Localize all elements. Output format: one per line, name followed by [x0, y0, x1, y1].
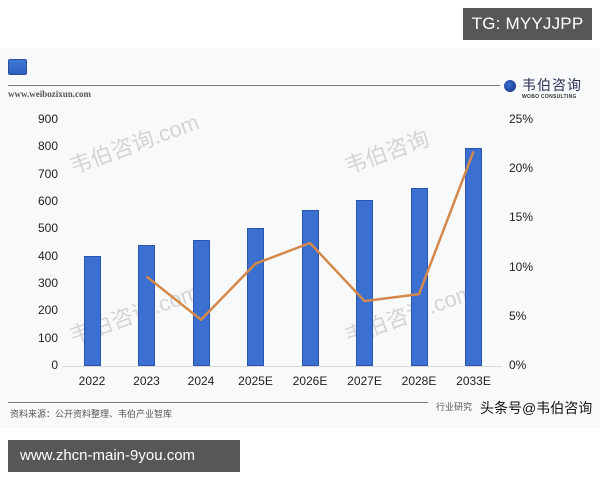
bar-2023 — [138, 244, 155, 366]
x-tick: 2026E — [292, 374, 328, 388]
y-left-tick: 200 — [37, 303, 58, 318]
y-right-tick: 5% — [509, 308, 527, 323]
bar-2024 — [192, 239, 210, 366]
bar-2033E — [465, 147, 482, 366]
header-divider — [8, 85, 500, 86]
y-right-tick: 20% — [509, 161, 534, 176]
toutiao-watermark: 头条号@韦伯咨询 — [480, 400, 593, 416]
x-tick: 2024 — [187, 374, 215, 388]
site-url-text: www.weibozixun.com — [8, 89, 91, 99]
footer-right-text: 行业研究 — [436, 402, 473, 412]
x-axis-baseline — [62, 366, 502, 367]
y-left-tick: 800 — [37, 139, 58, 154]
source-text: 资料来源：公开资料整理、韦伯产业智库 — [10, 409, 173, 419]
y-left-tick: 700 — [37, 166, 58, 181]
y-right-tick: 15% — [509, 210, 534, 225]
logo-orb-icon — [504, 80, 516, 92]
bar-2022 — [83, 255, 101, 366]
x-tick: 2023 — [133, 374, 160, 388]
x-tick: 2022 — [78, 374, 106, 388]
bar-2028E — [410, 187, 428, 366]
tg-badge: TG: MYYJJPP — [463, 8, 592, 40]
x-tick: 2033E — [456, 374, 491, 388]
footer-divider — [8, 402, 428, 403]
y-left-tick: 300 — [37, 276, 58, 290]
brand-logo: 韦伯咨询 WOBO CONSULTING — [504, 75, 596, 103]
x-tick: 2025E — [238, 374, 273, 388]
url-badge: www.zhcn-main-9you.com — [8, 440, 240, 472]
y-right-tick: 0% — [509, 358, 527, 372]
x-tick: 2027E — [347, 374, 382, 388]
logo-en-text: WOBO CONSULTING — [522, 94, 577, 100]
logo-cn-text: 韦伯咨询 — [522, 79, 582, 94]
y-left-tick: 500 — [37, 221, 58, 236]
legend-swatch-icon — [8, 59, 27, 75]
y-left-tick: 900 — [37, 112, 58, 126]
y-left-tick: 100 — [37, 330, 58, 345]
y-left-tick: 600 — [37, 194, 58, 208]
y-left-tick: 400 — [37, 248, 58, 263]
y-left-tick: 0 — [51, 358, 58, 372]
y-right-tick: 25% — [509, 112, 534, 126]
x-tick: 2028E — [401, 374, 437, 388]
y-right-tick: 10% — [509, 259, 534, 274]
bar-2027E — [356, 199, 373, 366]
